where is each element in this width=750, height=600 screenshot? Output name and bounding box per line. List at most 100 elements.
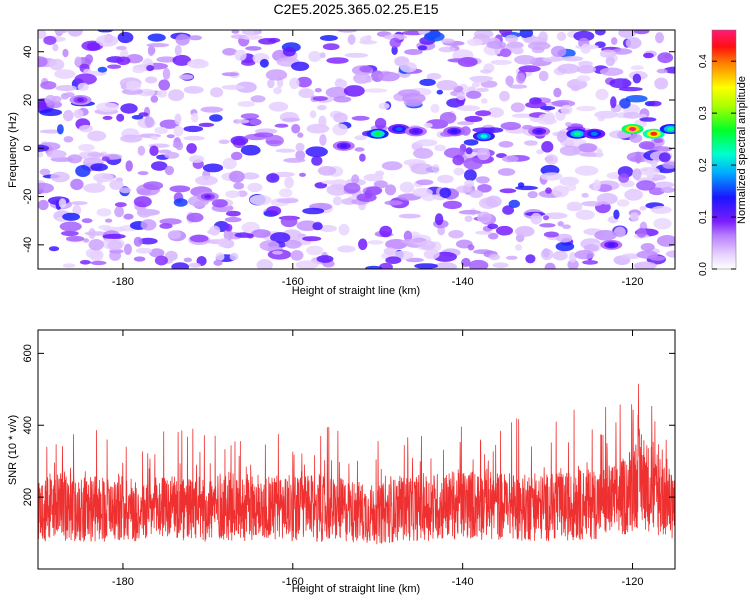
heatmap-hot-spot-peak xyxy=(590,131,598,136)
heatmap-blob xyxy=(104,218,113,223)
heatmap-blob xyxy=(195,175,218,186)
spectrogram-panel: -180 -160 -140 -120 40 20 0 -20 -40 Height of s… xyxy=(7,29,748,297)
heatmap-blob xyxy=(256,259,273,269)
heatmap-hot-spot-peak xyxy=(607,242,615,247)
heatmap-blob xyxy=(465,147,473,155)
heatmap-blob xyxy=(611,48,633,55)
heatmap-blob xyxy=(618,30,636,38)
heatmap-blob xyxy=(518,65,541,73)
heatmap-blob xyxy=(174,44,182,56)
snr-panel: -180 -160 -140 -120 200 400 600 Height of str… xyxy=(7,329,676,595)
colorbar-tick-label: 0.1 xyxy=(698,210,709,224)
heatmap-blob xyxy=(562,224,571,229)
heatmap-blob xyxy=(540,172,563,181)
heatmap-blob xyxy=(351,174,360,184)
heatmap-blob xyxy=(552,250,568,261)
heatmap-blob xyxy=(440,38,455,44)
heatmap-blob xyxy=(657,52,674,64)
heatmap-blob xyxy=(135,247,153,254)
heatmap-blob xyxy=(464,179,475,188)
heatmap-blob xyxy=(218,139,230,145)
heatmap-blob xyxy=(38,30,47,39)
heatmap-blob xyxy=(398,213,421,219)
heatmap-blob xyxy=(38,56,48,68)
heatmap-blob xyxy=(416,179,434,186)
heatmap-blob xyxy=(52,43,59,52)
heatmap-blob xyxy=(609,78,632,89)
heatmap-blob xyxy=(643,52,654,59)
heatmap-blob xyxy=(561,56,584,62)
heatmap-blob xyxy=(95,34,119,47)
heatmap-blob xyxy=(159,223,173,229)
heatmap-blob xyxy=(326,184,349,196)
heatmap-blob xyxy=(334,79,347,89)
heatmap-blob xyxy=(594,230,617,241)
heatmap-blob xyxy=(102,233,126,239)
heatmap-blob xyxy=(169,185,191,193)
heatmap-blob xyxy=(221,72,239,77)
heatmap-blob xyxy=(140,219,157,231)
heatmap-blob xyxy=(405,257,424,263)
heatmap-blob xyxy=(116,56,131,66)
heatmap-blob xyxy=(233,182,245,190)
heatmap-blob xyxy=(267,78,275,89)
heatmap-blob xyxy=(272,250,283,255)
heatmap-blob xyxy=(434,262,457,269)
heatmap-blob xyxy=(173,125,184,137)
heatmap-blob xyxy=(354,147,365,152)
heatmap-blob xyxy=(555,241,575,252)
heatmap-blob xyxy=(131,115,144,120)
heatmap-blob xyxy=(143,181,164,191)
heatmap-blob xyxy=(171,262,190,269)
snr-frame xyxy=(37,329,676,570)
heatmap-blob xyxy=(475,230,493,235)
heatmap-blob xyxy=(488,254,500,261)
heatmap-x-tick-label: -180 xyxy=(112,276,134,288)
heatmap-blob xyxy=(317,104,327,111)
heatmap-blob xyxy=(58,198,67,209)
heatmap-blob xyxy=(574,250,595,260)
heatmap-blob xyxy=(490,59,512,65)
heatmap-blob xyxy=(133,196,152,208)
heatmap-blob xyxy=(43,35,57,46)
heatmap-hot-spot-peak xyxy=(76,98,84,103)
heatmap-blob xyxy=(510,102,525,113)
heatmap-blob xyxy=(391,45,398,56)
heatmap-blob xyxy=(275,148,296,153)
heatmap-blob xyxy=(442,200,462,210)
heatmap-blob xyxy=(514,244,523,251)
heatmap-blob xyxy=(515,226,535,237)
heatmap-blob xyxy=(570,84,581,92)
heatmap-blob xyxy=(312,222,323,231)
heatmap-blob xyxy=(90,163,108,172)
heatmap-blob xyxy=(97,66,108,73)
heatmap-blob xyxy=(83,183,106,193)
heatmap-blob xyxy=(325,86,349,99)
heatmap-blob xyxy=(516,72,526,84)
heatmap-blob xyxy=(209,225,221,236)
heatmap-blob xyxy=(83,238,90,243)
heatmap-blob xyxy=(487,107,504,118)
heatmap-blob xyxy=(424,31,445,42)
heatmap-blob xyxy=(96,208,112,217)
heatmap-hot-spot-peak xyxy=(412,129,420,134)
heatmap-blob xyxy=(119,187,132,194)
heatmap-blob xyxy=(640,243,655,252)
heatmap-blob xyxy=(399,181,415,193)
heatmap-blob xyxy=(78,143,95,152)
heatmap-blob xyxy=(215,252,225,261)
heatmap-blob xyxy=(241,59,256,66)
heatmap-blob xyxy=(389,37,402,48)
heatmap-blob xyxy=(40,81,57,90)
heatmap-blob xyxy=(159,119,179,129)
heatmap-blob xyxy=(648,100,662,107)
heatmap-blob xyxy=(662,161,675,169)
heatmap-blob xyxy=(492,262,509,269)
heatmap-blob xyxy=(630,65,644,71)
heatmap-blob xyxy=(556,233,573,243)
heatmap-blob xyxy=(456,121,475,126)
heatmap-blob xyxy=(283,157,306,163)
heatmap-blob xyxy=(74,73,97,85)
heatmap-blob xyxy=(138,112,149,117)
